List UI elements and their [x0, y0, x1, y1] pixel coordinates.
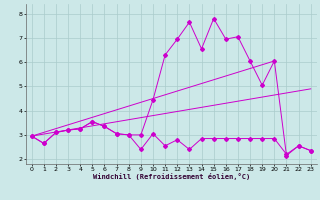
X-axis label: Windchill (Refroidissement éolien,°C): Windchill (Refroidissement éolien,°C) [92, 173, 250, 180]
